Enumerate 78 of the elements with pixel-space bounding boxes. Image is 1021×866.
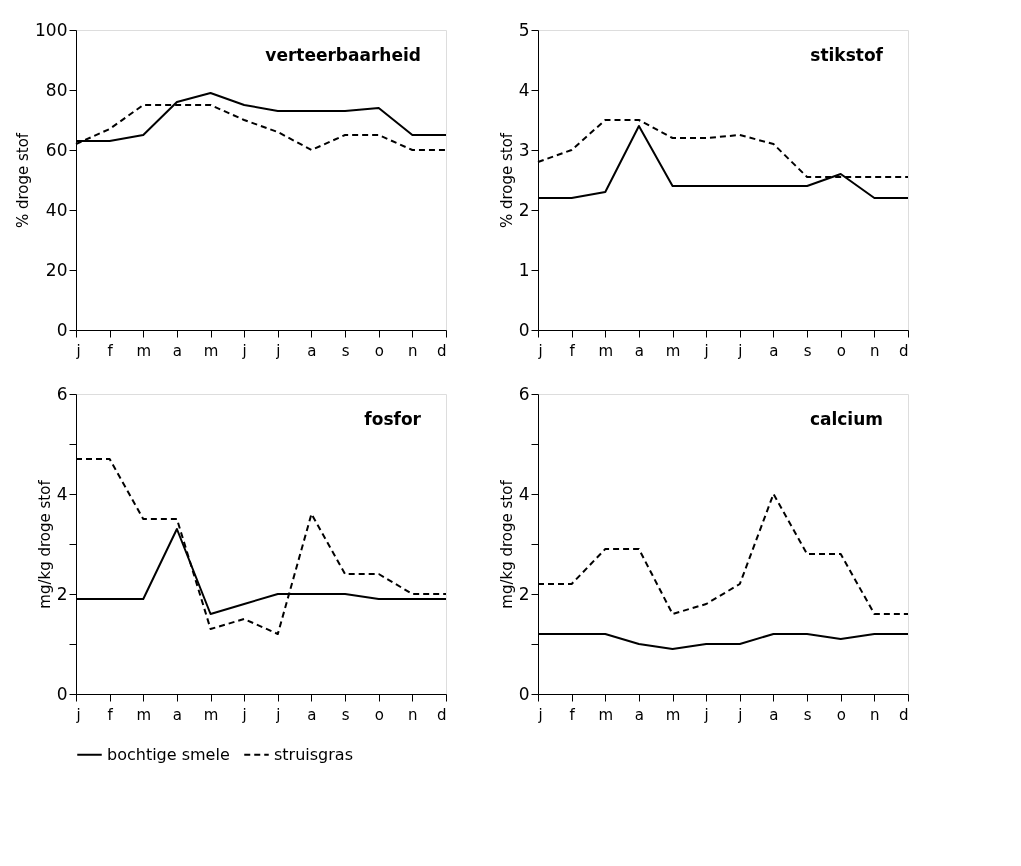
legend-label: bochtige smele	[107, 744, 230, 764]
x-tick-label: a	[172, 341, 183, 360]
y-tick-label: 4	[518, 79, 530, 100]
x-tick-label: s	[341, 341, 350, 360]
x-tick-label: n	[408, 341, 418, 360]
x-tick-label: j	[703, 705, 709, 724]
y-tick-label: 2	[56, 583, 68, 604]
x-tick-label: m	[598, 705, 614, 724]
text: calcium	[809, 409, 883, 429]
x-tick-label: s	[803, 341, 812, 360]
x-tick-label: f	[569, 705, 576, 724]
x-tick-label: d	[436, 341, 447, 360]
x-tick-label: a	[769, 705, 779, 724]
x-tick-label: a	[634, 341, 645, 360]
x-tick-label: j	[75, 705, 81, 724]
y-tick-label: 6	[56, 383, 68, 404]
x-tick-label: j	[275, 705, 281, 724]
x-tick-label: m	[203, 341, 219, 360]
x-tick-label: n	[408, 705, 418, 724]
x-tick-label: j	[537, 705, 543, 724]
y-tick-label: 0	[518, 683, 530, 704]
y-tick-label: 4	[518, 483, 530, 504]
x-tick-label: f	[107, 341, 114, 360]
x-tick-label: o	[374, 705, 384, 724]
x-tick-label: o	[836, 341, 846, 360]
y-tick-label: 0	[56, 683, 68, 704]
y-tick-label: 3	[518, 139, 530, 160]
x-tick-label: j	[737, 705, 743, 724]
x-tick-label: n	[870, 341, 880, 360]
y-tick-label: 6	[518, 383, 530, 404]
x-tick-label: j	[75, 341, 81, 360]
x-tick-label: d	[898, 341, 909, 360]
y-tick-label: 20	[45, 259, 68, 280]
x-tick-label: a	[634, 705, 645, 724]
y-tick-label: 100	[35, 19, 68, 40]
x-tick-label: f	[107, 705, 114, 724]
x-tick-label: s	[341, 705, 350, 724]
y-tick-label: 0	[518, 319, 530, 340]
x-tick-label: a	[307, 341, 317, 360]
x-tick-label: a	[172, 705, 183, 724]
x-tick-label: m	[598, 341, 614, 360]
x-tick-label: m	[136, 341, 152, 360]
x-tick-label: s	[803, 705, 812, 724]
x-tick-label: o	[374, 341, 384, 360]
y-axis-title: % droge stof	[14, 132, 33, 229]
x-tick-label: o	[836, 705, 846, 724]
y-tick-label: 60	[45, 139, 68, 160]
x-tick-label: n	[870, 705, 880, 724]
y-tick-label: 2	[518, 583, 530, 604]
x-tick-label: a	[769, 341, 779, 360]
y-tick-label: 0	[56, 319, 68, 340]
text: fosfor	[364, 409, 422, 429]
y-tick-label: 40	[45, 199, 68, 220]
x-tick-label: m	[665, 705, 681, 724]
y-axis-title: mg/kg droge stof	[497, 479, 516, 609]
y-axis-title: % droge stof	[497, 132, 516, 229]
y-axis-title: mg/kg droge stof	[35, 479, 54, 609]
y-tick-label: 4	[56, 483, 68, 504]
y-tick-label: 5	[518, 19, 530, 40]
x-tick-label: m	[665, 341, 681, 360]
text: verteerbaarheid	[265, 45, 421, 65]
x-tick-label: m	[203, 705, 219, 724]
y-tick-label: 80	[45, 79, 68, 100]
x-tick-label: j	[275, 341, 281, 360]
x-tick-label: j	[241, 705, 247, 724]
x-tick-label: m	[136, 705, 152, 724]
x-tick-label: a	[307, 705, 317, 724]
x-tick-label: d	[436, 705, 447, 724]
x-tick-label: f	[569, 341, 576, 360]
y-tick-label: 1	[518, 259, 530, 280]
x-tick-label: j	[703, 341, 709, 360]
legend-label: struisgras	[274, 744, 353, 764]
x-tick-label: d	[898, 705, 909, 724]
x-tick-label: j	[737, 341, 743, 360]
x-tick-label: j	[537, 341, 543, 360]
y-tick-label: 2	[518, 199, 530, 220]
x-tick-label: j	[241, 341, 247, 360]
text: stikstof	[810, 45, 884, 65]
